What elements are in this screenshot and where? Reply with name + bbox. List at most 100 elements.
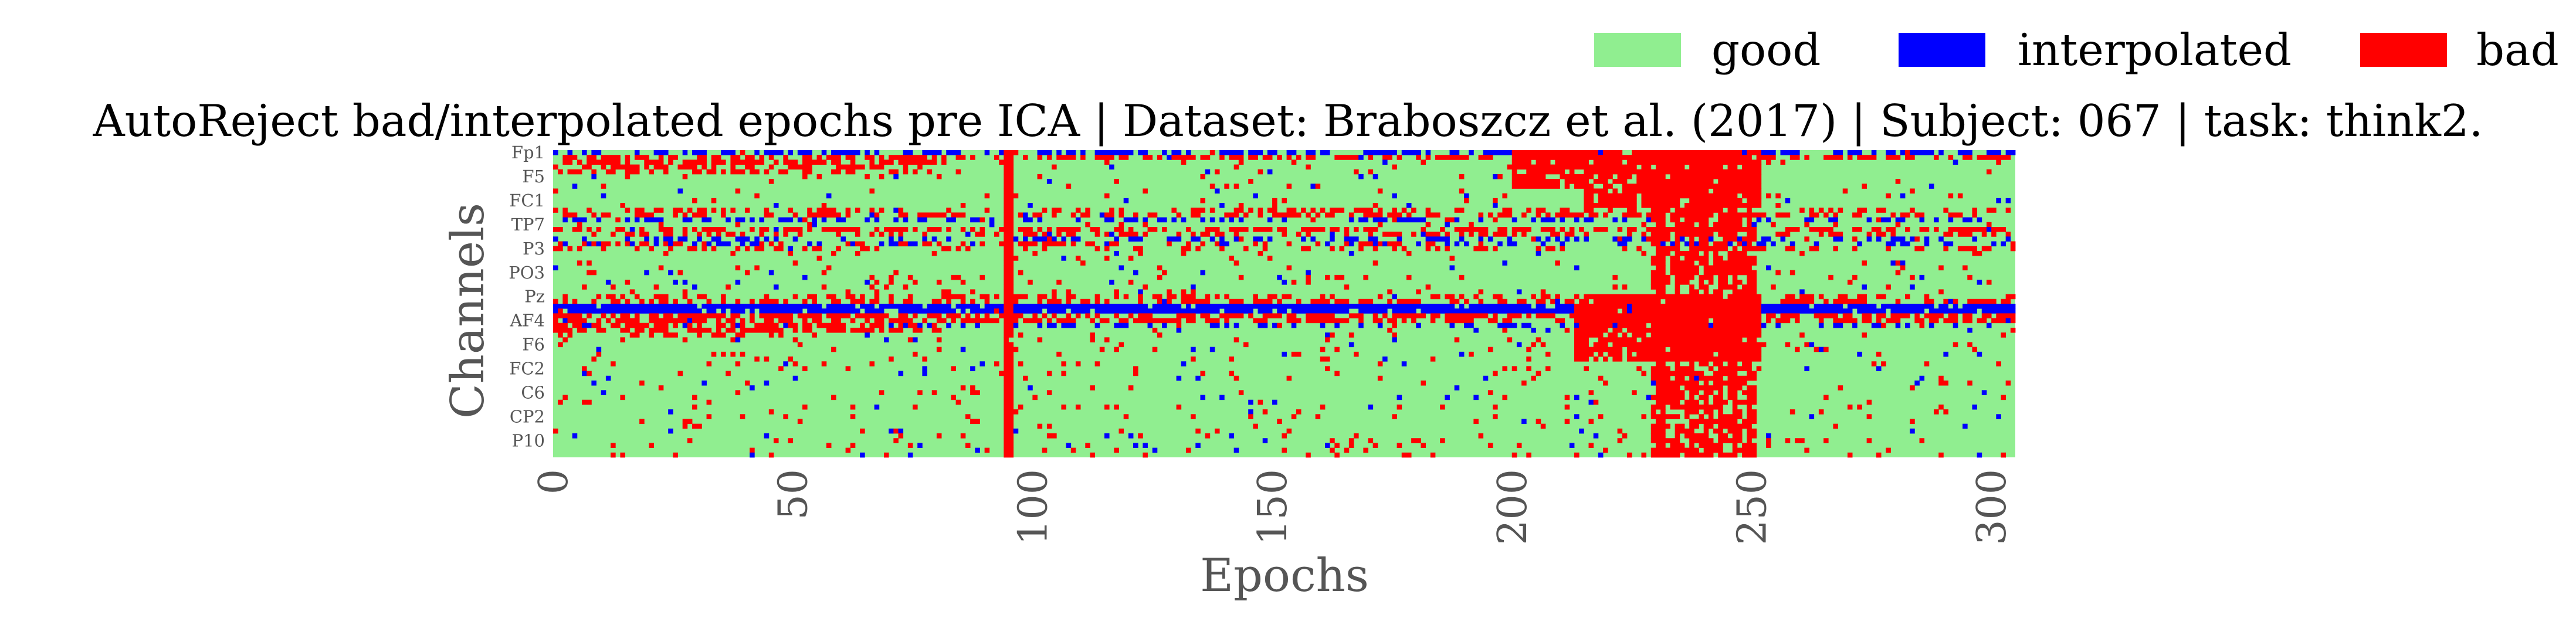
cell-bad xyxy=(1718,390,1723,395)
cell-interpolated xyxy=(1392,193,1397,199)
cell-bad xyxy=(807,227,812,232)
cell-interpolated xyxy=(1560,322,1565,328)
cell-interpolated xyxy=(1478,236,1484,242)
cell-bad xyxy=(826,294,836,300)
cell-bad xyxy=(1004,198,1014,203)
cell-interpolated xyxy=(1910,150,1934,155)
cell-bad xyxy=(768,164,774,170)
cell-bad xyxy=(1324,337,1330,342)
cell-bad xyxy=(802,169,812,175)
cell-bad xyxy=(1622,284,1628,290)
cell-bad xyxy=(1914,212,1925,218)
cell-bad xyxy=(1943,298,1948,304)
cell-bad xyxy=(1675,208,1723,213)
cell-bad xyxy=(1469,351,1474,357)
cell-bad xyxy=(582,284,587,290)
cell-bad xyxy=(1771,222,1776,227)
cell-bad xyxy=(927,169,933,175)
cell-bad xyxy=(634,294,640,300)
cell-interpolated xyxy=(1219,236,1225,242)
cell-bad xyxy=(1425,208,1431,213)
cell-interpolated xyxy=(955,304,980,309)
cell-bad xyxy=(1564,298,1575,304)
cell-interpolated xyxy=(975,447,980,453)
cell-bad xyxy=(1727,361,1738,366)
cell-bad xyxy=(1655,250,1670,256)
cell-interpolated xyxy=(1070,308,1090,314)
cell-bad xyxy=(1632,150,1743,155)
cell-bad xyxy=(960,298,966,304)
cell-bad xyxy=(1689,419,1738,425)
cell-bad xyxy=(1732,443,1738,449)
cell-interpolated xyxy=(946,217,956,223)
cell-interpolated xyxy=(1555,304,1575,309)
cell-bad xyxy=(687,208,693,213)
cell-bad xyxy=(1004,203,1014,208)
cell-bad xyxy=(1004,304,1014,309)
cell-bad xyxy=(611,232,616,237)
cell-bad xyxy=(553,327,573,333)
cell-bad xyxy=(1948,155,1954,160)
cell-bad xyxy=(1478,241,1484,247)
cell-bad xyxy=(1886,246,1891,252)
cell-bad xyxy=(1167,241,1172,247)
cell-bad xyxy=(898,313,909,318)
cell-bad xyxy=(1046,371,1052,376)
cell-bad xyxy=(1914,236,1920,242)
cell-bad xyxy=(750,318,755,324)
cell-bad xyxy=(721,212,726,218)
cell-bad xyxy=(826,313,851,318)
cell-bad xyxy=(625,322,649,328)
cell-bad xyxy=(1368,169,1374,175)
cell-bad xyxy=(773,232,779,237)
cell-interpolated xyxy=(1780,236,1786,242)
cell-bad xyxy=(788,208,794,213)
cell-bad xyxy=(562,212,578,218)
cell-interpolated xyxy=(1209,322,1220,328)
cell-bad xyxy=(1886,447,1891,453)
cell-bad xyxy=(1526,356,1531,362)
cell-bad xyxy=(1167,289,1172,295)
cell-bad xyxy=(1598,351,1604,357)
cell-bad xyxy=(1608,351,1623,357)
cell-bad xyxy=(1718,179,1762,184)
cell-bad xyxy=(1742,193,1762,199)
cell-interpolated xyxy=(1943,241,1954,247)
cell-bad xyxy=(1445,294,1455,300)
cell-bad xyxy=(1214,428,1220,434)
cell-bad xyxy=(1286,241,1292,247)
cell-bad xyxy=(2001,395,2006,400)
cell-bad xyxy=(845,366,851,372)
cell-bad xyxy=(1574,318,1709,324)
cell-bad xyxy=(778,366,784,372)
cell-bad xyxy=(1650,428,1666,434)
cell-bad xyxy=(1842,313,1853,318)
cell-bad xyxy=(1037,227,1043,232)
cell-bad xyxy=(1258,208,1263,213)
cell-bad xyxy=(611,361,616,366)
cell-bad xyxy=(1579,298,1589,304)
cell-bad xyxy=(1804,447,1809,453)
cell-bad xyxy=(869,232,875,237)
cell-bad xyxy=(1334,274,1345,280)
cell-bad xyxy=(1382,232,1402,237)
cell-interpolated xyxy=(1765,217,1771,223)
cell-interpolated xyxy=(1809,414,1815,419)
cell-interpolated xyxy=(1233,236,1239,242)
cell-bad xyxy=(587,270,596,276)
cell-bad xyxy=(1114,294,1119,300)
cell-bad xyxy=(1128,280,1134,285)
cell-interpolated xyxy=(1742,150,1747,155)
cell-bad xyxy=(1037,337,1043,342)
cell-bad xyxy=(1018,270,1023,276)
legend-swatch-bad xyxy=(2360,33,2447,67)
cell-bad xyxy=(1747,232,1757,237)
x-tick-labels: 0 50 100 150 200 250 300 xyxy=(531,469,2015,545)
cell-interpolated xyxy=(889,236,894,242)
cell-bad xyxy=(907,274,913,280)
cell-bad xyxy=(1377,361,1383,366)
cell-interpolated xyxy=(1176,327,1182,333)
cell-bad xyxy=(1895,298,1901,304)
cell-bad xyxy=(750,169,760,175)
